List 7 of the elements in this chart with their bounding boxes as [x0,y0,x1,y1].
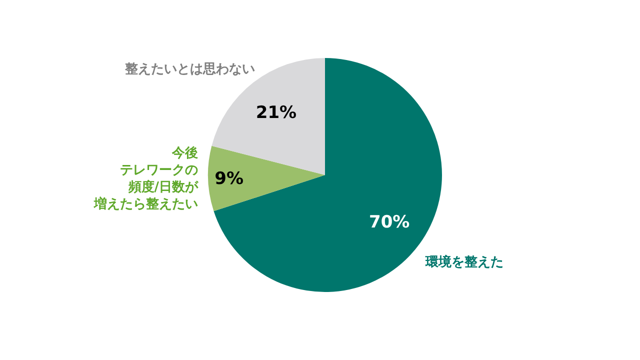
pie-slice [208,146,325,212]
data-label: 21% [256,103,297,124]
slice-label: 整えたいとは思わない [124,62,255,77]
slice-label: 今後テレワークの頻度/日数が増えたら整えたい [93,145,200,212]
data-label: 9% [214,168,244,189]
slice-label: 環境を整えた [424,254,504,270]
data-label: 70% [369,212,410,233]
